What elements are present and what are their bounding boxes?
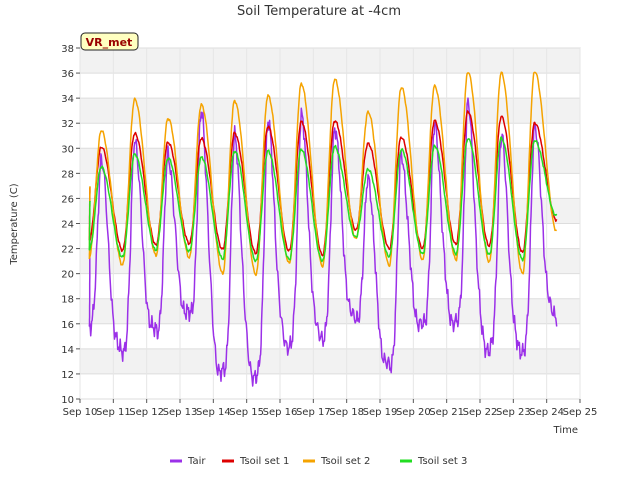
y-tick-label: 12 [61, 370, 74, 381]
y-tick-label: 22 [61, 245, 74, 256]
x-tick-label: Sep 21 [429, 407, 464, 418]
legend-label-tair: Tair [187, 456, 206, 467]
y-tick-label: 34 [61, 94, 74, 105]
badge-label: VR_met [86, 36, 133, 49]
x-tick-label: Sep 13 [163, 407, 198, 418]
grid-band [80, 48, 580, 74]
y-tick-label: 10 [61, 395, 74, 406]
y-tick-label: 26 [61, 194, 74, 205]
chart-title: Soil Temperature at -4cm [237, 4, 401, 19]
badge-box [80, 32, 139, 51]
x-tick-label: Sep 22 [463, 407, 498, 418]
x-tick-label: Sep 24 [529, 407, 564, 418]
y-axis-label: Temperature (C) [9, 183, 20, 265]
x-tick-label: Sep 16 [263, 407, 298, 418]
series-line-tsoil-set-1 [88, 110, 558, 257]
x-tick-label: Sep 14 [196, 407, 231, 418]
y-tick-label: 30 [61, 144, 74, 155]
legend-label-tsoil-set-3: Tsoil set 3 [417, 456, 467, 467]
grid-band [80, 298, 580, 324]
y-tick-label: 36 [61, 69, 74, 80]
y-tick-label: 18 [61, 295, 74, 306]
x-tick-label: Sep 15 [229, 407, 264, 418]
x-tick-label: Sep 10 [63, 407, 98, 418]
x-tick-label: Sep 19 [363, 407, 398, 418]
x-axis-label: Time [553, 425, 578, 436]
x-tick-label: Sep 20 [396, 407, 431, 418]
y-tick-label: 38 [61, 44, 74, 55]
legend-label-tsoil-set-1: Tsoil set 1 [239, 456, 289, 467]
y-tick-label: 32 [61, 119, 74, 130]
y-tick-label: 20 [61, 270, 74, 281]
legend: Tair Tsoil set 1 Tsoil set 2 Tsoil set 3 [170, 456, 467, 467]
x-tick-label: Sep 12 [129, 407, 164, 418]
y-tick-label: 14 [61, 345, 74, 356]
x-tick-label: Sep 25 [563, 407, 598, 418]
vr-met-badge: VR_met [80, 32, 139, 51]
grid-band [80, 98, 580, 124]
series-lines [88, 71, 558, 387]
series-line-tsoil-set-3 [88, 136, 558, 263]
y-tick-label: 16 [61, 320, 74, 331]
x-tick-label: Sep 17 [296, 407, 331, 418]
y-tick-label: 28 [61, 169, 74, 180]
series-line-tair [88, 97, 558, 387]
x-tick-label: Sep 11 [96, 407, 131, 418]
grid-band [80, 348, 580, 374]
grid-band [80, 198, 580, 224]
y-axis-ticks: 10 12 14 16 18 20 22 24 26 28 30 32 34 36 38 [61, 44, 80, 406]
legend-label-tsoil-set-2: Tsoil set 2 [320, 456, 370, 467]
x-tick-label: Sep 18 [329, 407, 364, 418]
y-tick-label: 24 [61, 220, 74, 231]
x-tick-label: Sep 23 [496, 407, 531, 418]
